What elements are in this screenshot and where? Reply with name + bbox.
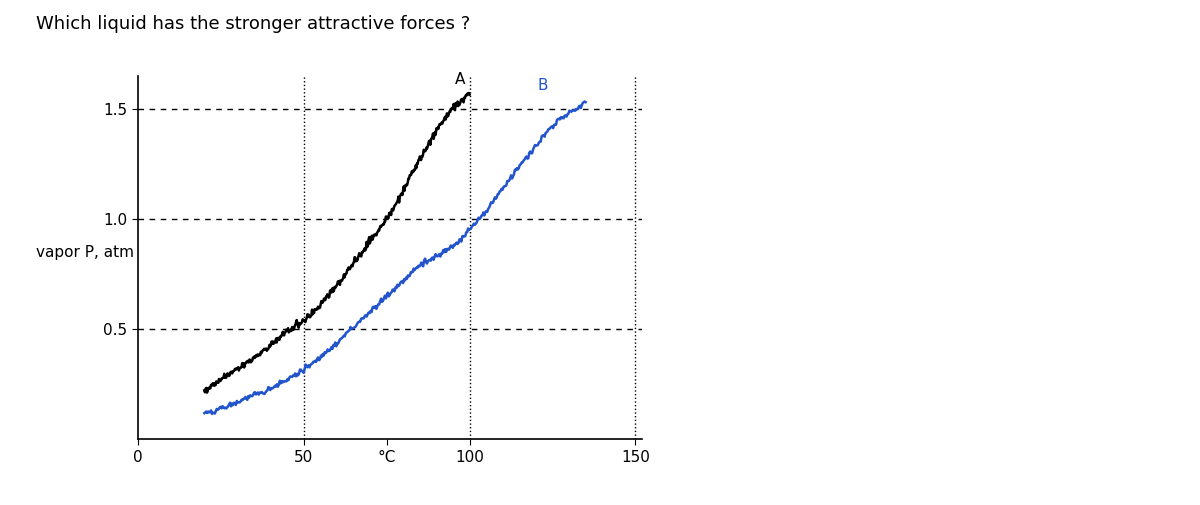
Text: A: A [455, 72, 464, 87]
Text: vapor P, atm: vapor P, atm [36, 245, 134, 260]
Text: B: B [538, 78, 547, 93]
Text: Which liquid has the stronger attractive forces ?: Which liquid has the stronger attractive… [36, 15, 470, 33]
